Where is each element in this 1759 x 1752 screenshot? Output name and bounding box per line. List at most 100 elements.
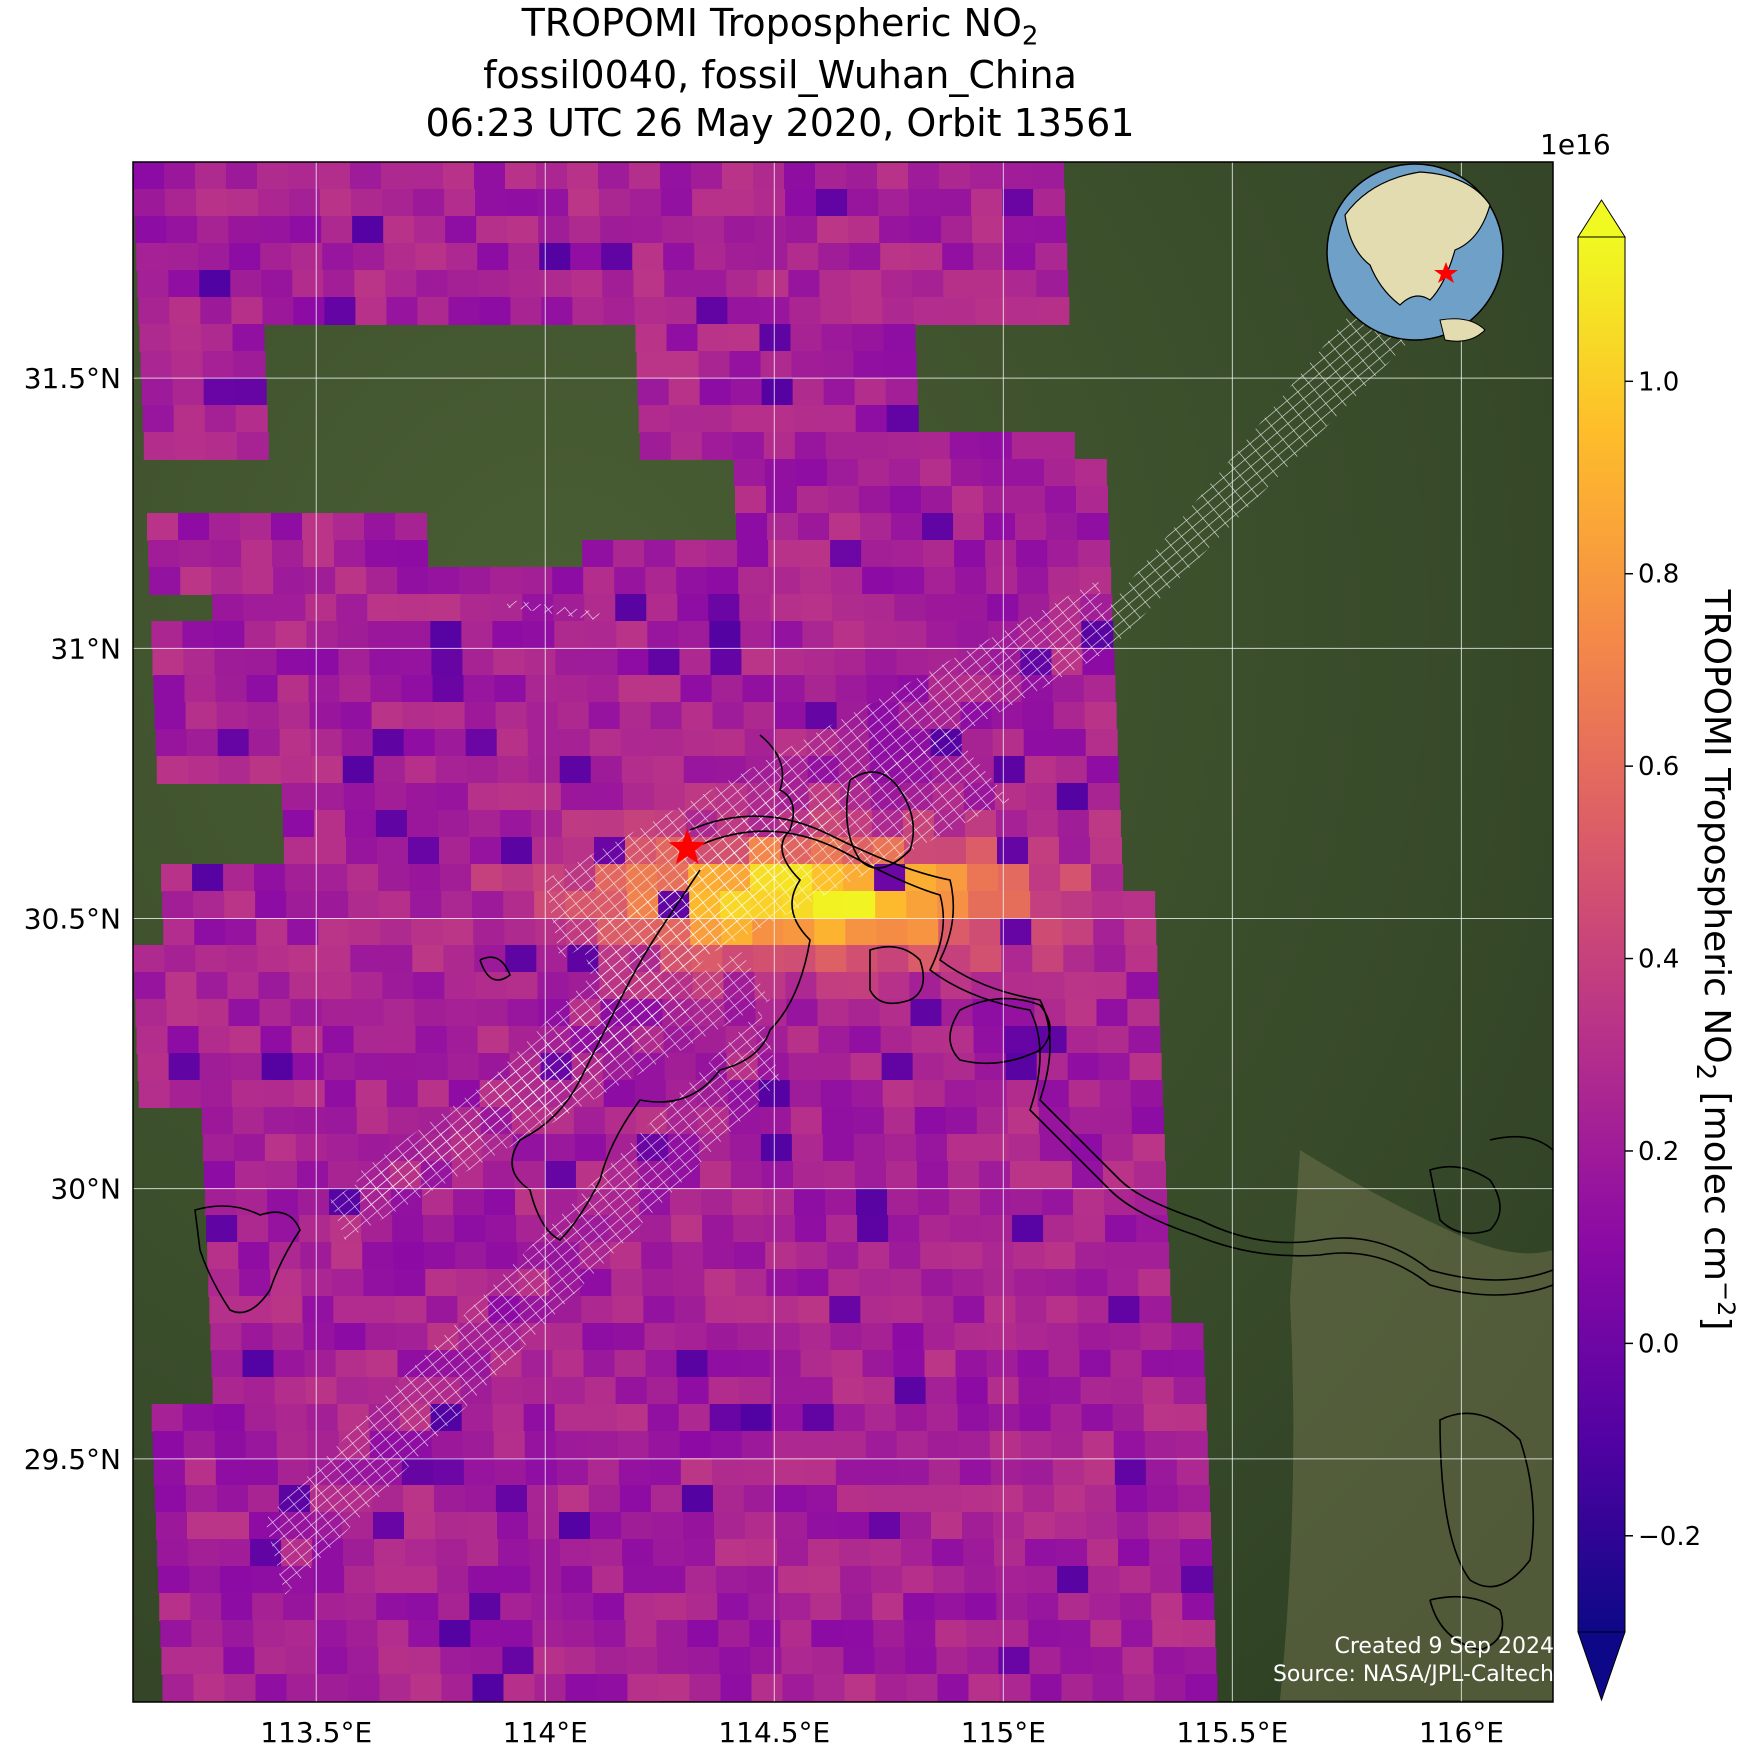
no2-pixel xyxy=(354,270,387,298)
no2-pixel xyxy=(1091,864,1124,892)
no2-pixel xyxy=(324,297,357,325)
no2-pixel xyxy=(134,972,167,1000)
no2-pixel xyxy=(874,1647,907,1675)
no2-pixel xyxy=(1026,810,1059,838)
no2-pixel xyxy=(726,270,759,298)
no2-pixel xyxy=(192,864,225,892)
no2-pixel xyxy=(1091,1647,1124,1675)
no2-pixel xyxy=(831,567,864,595)
no2-pixel xyxy=(186,729,219,757)
no2-pixel xyxy=(260,243,293,271)
no2-pixel xyxy=(1022,702,1055,730)
no2-pixel xyxy=(820,1080,853,1108)
no2-pixel xyxy=(1055,1512,1087,1540)
no2-pixel xyxy=(878,972,911,1000)
no2-pixel xyxy=(356,1107,389,1135)
no2-pixel xyxy=(887,1188,920,1216)
colorbar-tick-label: 0.2 xyxy=(1638,1137,1679,1167)
no2-pixel xyxy=(443,945,476,973)
no2-pixel xyxy=(1133,1161,1166,1189)
no2-pixel xyxy=(416,270,449,298)
no2-pixel xyxy=(953,513,986,541)
no2-pixel xyxy=(538,216,571,244)
no2-pixel xyxy=(889,1242,922,1270)
no2-pixel xyxy=(408,837,440,865)
no2-pixel xyxy=(1143,1404,1176,1432)
no2-pixel xyxy=(1036,1053,1069,1081)
no2-pixel xyxy=(832,594,865,622)
no2-pixel xyxy=(232,324,265,352)
no2-pixel xyxy=(759,324,792,352)
no2-pixel xyxy=(952,1269,985,1297)
no2-pixel xyxy=(1121,1620,1154,1648)
no2-pixel xyxy=(350,162,382,190)
no2-pixel xyxy=(258,972,291,1000)
no2-pixel xyxy=(1104,1188,1137,1216)
no2-pixel xyxy=(196,972,229,1000)
no2-pixel xyxy=(1040,1161,1073,1189)
no2-pixel xyxy=(238,1242,271,1270)
no2-pixel xyxy=(173,405,206,433)
no2-pixel xyxy=(1149,1539,1182,1567)
no2-pixel xyxy=(198,243,231,271)
no2-pixel xyxy=(1080,1377,1113,1405)
no2-pixel xyxy=(850,1053,883,1081)
no2-pixel xyxy=(188,1539,221,1567)
no2-pixel xyxy=(156,756,189,784)
no2-pixel xyxy=(158,1566,191,1594)
no2-pixel xyxy=(225,918,258,946)
no2-pixel xyxy=(926,621,959,649)
no2-pixel xyxy=(986,1350,1019,1378)
no2-pixel xyxy=(674,1296,707,1324)
no2-pixel xyxy=(712,1485,745,1513)
no2-pixel xyxy=(318,918,351,946)
no2-pixel xyxy=(182,621,215,649)
no2-pixel xyxy=(1130,1080,1163,1108)
no2-pixel xyxy=(243,594,276,622)
no2-pixel xyxy=(927,1431,960,1459)
no2-pixel xyxy=(920,486,953,514)
no2-pixel xyxy=(823,378,856,406)
no2-pixel xyxy=(634,1080,667,1108)
no2-pixel xyxy=(1148,1512,1180,1540)
no2-pixel xyxy=(936,1647,969,1675)
globe-land xyxy=(1344,171,1491,306)
no2-pixel xyxy=(933,1566,966,1594)
no2-pixel xyxy=(821,1107,854,1135)
no2-pixel xyxy=(366,1350,399,1378)
no2-pixel xyxy=(151,621,184,649)
no2-pixel xyxy=(732,1188,765,1216)
no2-pixel xyxy=(680,1458,713,1486)
no2-pixel xyxy=(477,243,510,271)
no2-pixel xyxy=(352,216,385,244)
no2-pixel xyxy=(943,270,976,298)
no2-pixel xyxy=(414,999,447,1027)
no2-pixel xyxy=(904,1620,937,1648)
no2-pixel xyxy=(327,1161,360,1189)
no2-pixel xyxy=(383,216,416,244)
no2-pixel xyxy=(1092,1674,1125,1702)
no2-pixel xyxy=(180,567,213,595)
no2-pixel xyxy=(651,729,684,757)
no2-pixel xyxy=(825,432,858,460)
no2-pixel xyxy=(820,297,853,325)
no2-pixel xyxy=(531,1593,564,1621)
no2-pixel xyxy=(506,189,539,217)
no2-pixel xyxy=(641,1242,674,1270)
no2-pixel xyxy=(1036,270,1069,298)
no2-pixel xyxy=(759,1107,792,1135)
no2-pixel xyxy=(894,1377,927,1405)
no2-pixel xyxy=(800,1350,833,1378)
no2-pixel xyxy=(305,594,338,622)
no2-pixel xyxy=(694,243,727,271)
no2-pixel xyxy=(470,837,502,865)
no2-pixel xyxy=(739,594,772,622)
no2-pixel xyxy=(851,1080,884,1108)
no2-pixel xyxy=(510,297,543,325)
no2-pixel xyxy=(976,1107,1009,1135)
no2-pixel xyxy=(889,486,922,514)
no2-pixel xyxy=(211,567,244,595)
no2-pixel xyxy=(894,594,927,622)
no2-pixel xyxy=(823,1161,856,1189)
lon-tick-label: 115.5°E xyxy=(1176,1716,1288,1749)
